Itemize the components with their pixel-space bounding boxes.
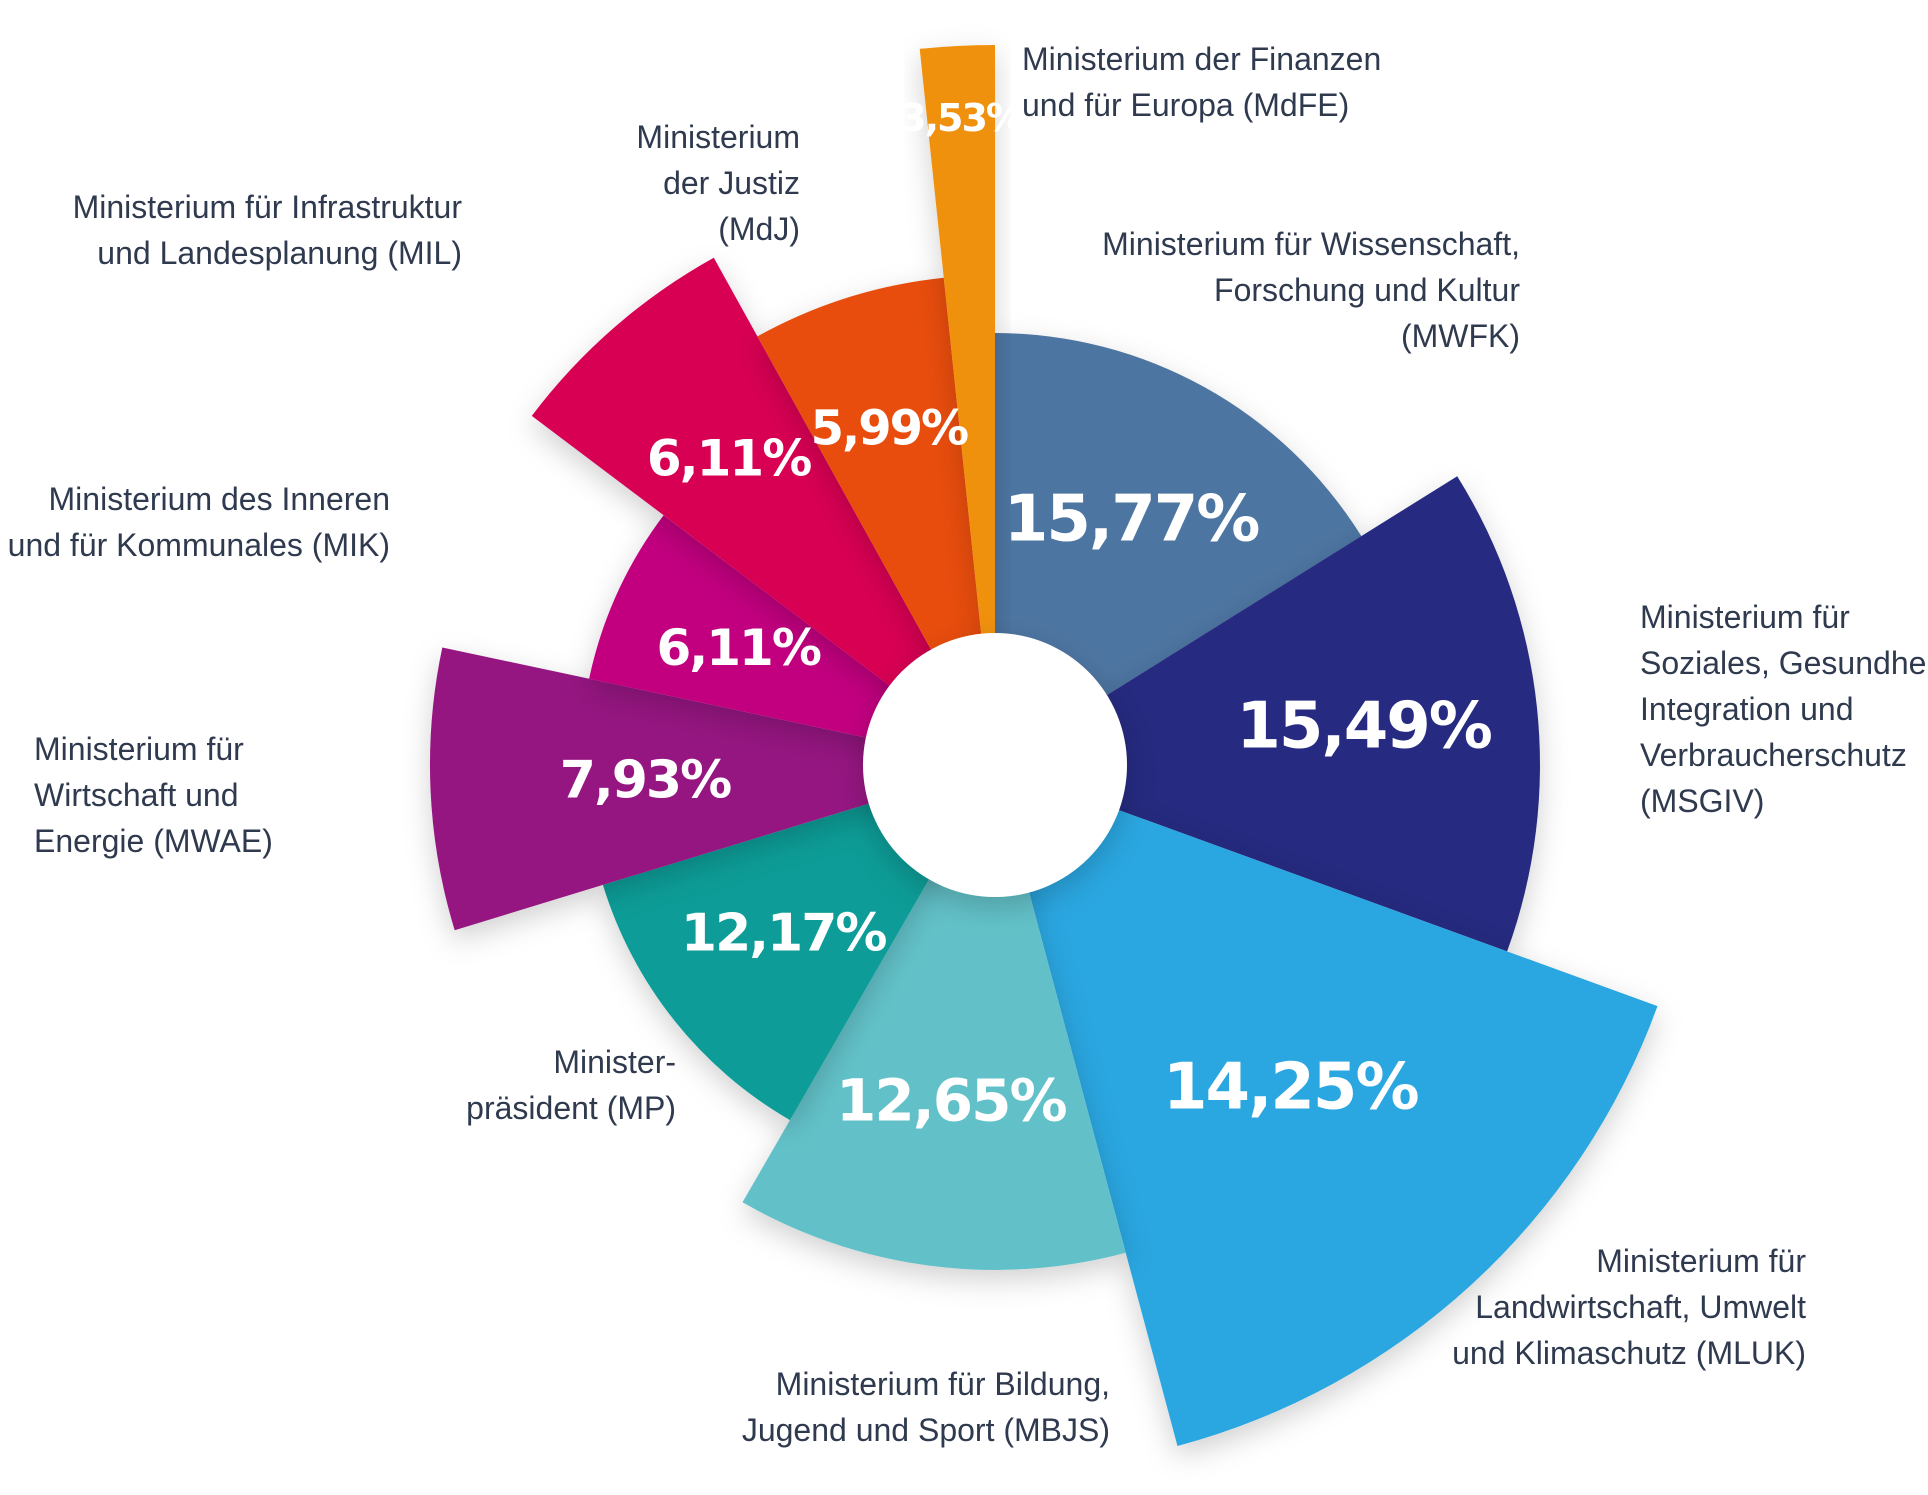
slice-8 [757,277,995,765]
slice-value-label-7: 6,11% [647,430,811,488]
slice-7 [531,257,995,765]
slice-4 [602,765,995,1121]
slice-5 [429,647,995,931]
slice-category-label-line: Ministerium für Bildung, [776,1366,1110,1402]
slice-category-label-line: und Landesplanung (MIL) [97,235,462,271]
slice-category-label-line: (MWFK) [1401,318,1520,354]
slice-category-label-line: Verbraucherschutz [1640,737,1907,773]
slice-category-label-line: Ministerium für Infrastruktur [73,189,463,225]
slice-category-label-9: Ministerium der Finanzen und für Europa (… [1022,41,1381,123]
slice-category-label-line: Ministerium des Inneren [49,481,390,517]
center-hole [863,633,1127,897]
value-labels-group: 15,77% 15,49% 14,25% 12,65% 12,17% 7,93% 6,11%… [560,96,1494,1135]
slice-category-label-line: Jugend und Sport (MBJS) [742,1412,1110,1448]
slice-category-label-line: präsident (MP) [466,1090,676,1126]
slice-value-label-3: 12,65% [836,1067,1066,1135]
slice-category-label-1: Ministerium für Soziales, Gesundheit, Inte… [1640,599,1928,819]
slice-value-label-0: 15,77% [1004,482,1259,556]
slice-category-label-line: und für Kommunales (MIK) [8,527,390,563]
slice-category-label-line: Landwirtschaft, Umwelt [1475,1289,1806,1325]
slice-category-label-7: Ministerium für Infrastruktur und Landesp… [73,189,463,271]
slice-category-label-line: Ministerium für [34,731,244,767]
slice-category-label-0: Ministerium für Wissenschaft, Forschung u… [1102,226,1520,354]
slice-3 [742,765,1126,1270]
slice-category-label-line: Integration und [1640,691,1854,727]
slice-1 [995,476,1540,952]
slice-value-label-8: 5,99% [811,401,968,457]
slice-category-label-line: (MSGIV) [1640,783,1764,819]
slice-value-label-6: 6,11% [656,619,820,677]
slice-category-label-line: Ministerium der Finanzen [1022,41,1381,77]
slice-category-label-line: Ministerium für [1596,1243,1806,1279]
slice-category-label-8: Ministerium der Justiz (MdJ) [636,119,800,247]
slice-category-label-line: Ministerium [636,119,800,155]
slice-category-label-4: Minister-präsident (MP) [466,1044,676,1126]
slice-value-label-2: 14,25% [1163,1050,1418,1124]
slice-category-label-line: Energie (MWAE) [34,823,273,859]
slice-category-label-3: Ministerium für Bildung, Jugend und Sport… [742,1366,1110,1448]
slice-category-label-6: Ministerium des Inneren und für Kommunale… [8,481,390,563]
slice-value-label-5: 7,93% [560,750,731,810]
slice-category-label-line: und Klimaschutz (MLUK) [1452,1335,1806,1371]
slice-category-label-line: (MdJ) [718,211,800,247]
category-labels-group: Ministerium für Wissenschaft, Forschung u… [8,41,1928,1448]
slice-category-label-line: Ministerium für Wissenschaft, [1102,226,1520,262]
slice-category-label-line: Wirtschaft und [34,777,239,813]
slice-category-label-line: Forschung und Kultur [1214,272,1520,308]
slice-value-label-9: 3,53% [900,96,1023,140]
slice-category-label-line: Soziales, Gesundheit, [1640,645,1928,681]
slice-category-label-line: Ministerium für [1640,599,1850,635]
slice-category-label-5: Ministerium für Wirtschaft und Energie (MW… [34,731,273,859]
slice-2 [995,765,1658,1446]
slices-group [429,44,1658,1446]
slice-value-label-4: 12,17% [681,904,886,964]
slice-value-label-1: 15,49% [1236,689,1491,763]
slice-category-label-line: und für Europa (MdFE) [1022,87,1349,123]
slice-category-label-line: der Justiz [663,165,800,201]
slice-category-label-line: Minister- [553,1044,676,1080]
slice-category-label-2: Ministerium für Landwirtschaft, Umwelt und… [1452,1243,1806,1371]
slice-9 [919,44,995,765]
slice-0 [995,333,1362,765]
